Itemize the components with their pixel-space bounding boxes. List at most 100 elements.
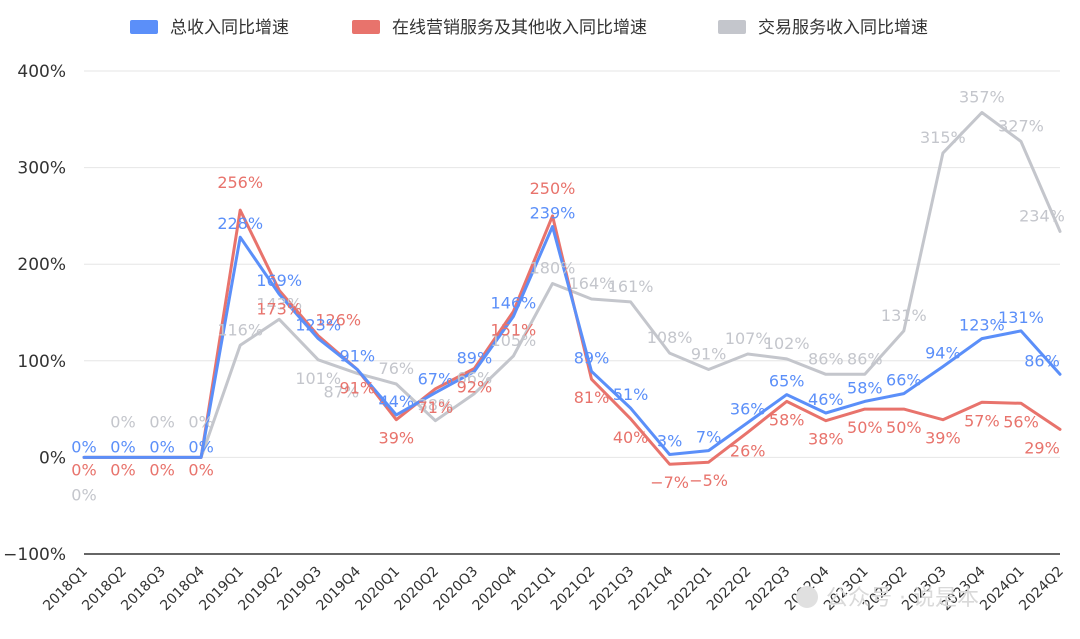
legend-swatch xyxy=(130,20,158,34)
data-label: 0% xyxy=(71,485,96,504)
data-label: 126% xyxy=(315,311,361,330)
data-label: 327% xyxy=(998,117,1044,136)
data-label: 0% xyxy=(71,437,96,456)
data-label: 256% xyxy=(217,173,263,192)
legend-swatch xyxy=(352,20,380,34)
data-label: 38% xyxy=(808,430,844,449)
data-label: 108% xyxy=(647,328,693,347)
data-label: −7% xyxy=(650,473,689,492)
data-label: 50% xyxy=(847,418,883,437)
y-tick-label: 100% xyxy=(17,352,66,372)
watermark: 公众号 · 说是本 xyxy=(796,586,979,611)
data-label: 0% xyxy=(110,437,135,456)
y-tick-label: 300% xyxy=(17,159,66,179)
data-label: 58% xyxy=(847,378,883,397)
grid-lines xyxy=(84,70,1060,555)
series-line xyxy=(82,225,1062,459)
data-label: 92% xyxy=(457,378,493,397)
data-label: 105% xyxy=(491,331,537,350)
data-label: 44% xyxy=(379,392,415,411)
data-label: 169% xyxy=(256,271,302,290)
data-label: 0% xyxy=(188,437,213,456)
data-label: 76% xyxy=(379,359,415,378)
data-label: 66% xyxy=(886,371,922,390)
data-label: 123% xyxy=(295,316,341,335)
data-label: −5% xyxy=(689,471,728,490)
data-label: 50% xyxy=(886,418,922,437)
data-label: 86% xyxy=(1024,351,1060,370)
data-label: 91% xyxy=(691,345,727,364)
data-label: 81% xyxy=(574,388,610,407)
data-label: 101% xyxy=(295,369,341,388)
data-label: 0% xyxy=(188,412,213,431)
data-label: 0% xyxy=(71,460,96,479)
data-label: 0% xyxy=(110,460,135,479)
legend-swatch xyxy=(718,20,746,34)
data-label: 180% xyxy=(530,259,576,278)
data-label: 0% xyxy=(149,412,174,431)
data-label: 86% xyxy=(847,349,883,368)
data-label: 228% xyxy=(217,214,263,233)
data-label: 143% xyxy=(256,294,302,313)
data-label: 58% xyxy=(769,410,805,429)
series-lines xyxy=(82,111,1062,466)
data-label: 91% xyxy=(340,347,376,366)
data-label: 57% xyxy=(964,411,1000,430)
data-label: 0% xyxy=(188,460,213,479)
data-label: 56% xyxy=(1003,412,1039,431)
data-label: 357% xyxy=(959,88,1005,107)
data-label: 7% xyxy=(696,428,721,447)
data-label: 89% xyxy=(574,348,610,367)
data-label: 38% xyxy=(418,396,454,415)
data-label: 161% xyxy=(608,277,654,296)
data-label: 0% xyxy=(149,460,174,479)
y-tick-label: −100% xyxy=(3,545,66,565)
legend-label: 在线营销服务及其他收入同比增速 xyxy=(392,18,647,38)
data-label: 123% xyxy=(959,316,1005,335)
y-axis: −100% 0% 100% 200% 300% 400% xyxy=(3,62,66,565)
data-label: 131% xyxy=(881,306,927,325)
legend: 总收入同比增速 在线营销服务及其他收入同比增速 交易服务收入同比增速 xyxy=(130,18,928,38)
data-label: 86% xyxy=(808,349,844,368)
data-label: 39% xyxy=(379,429,415,448)
data-label: 29% xyxy=(1024,438,1060,457)
data-label: 65% xyxy=(769,372,805,391)
data-label: 315% xyxy=(920,128,966,147)
data-label: 89% xyxy=(457,348,493,367)
data-label: 94% xyxy=(925,344,961,363)
data-label: 36% xyxy=(730,400,766,419)
data-label: 67% xyxy=(418,370,454,389)
data-label: 146% xyxy=(491,293,537,312)
data-label: 131% xyxy=(998,308,1044,327)
data-label: 151% xyxy=(491,321,537,340)
data-label: 3% xyxy=(657,432,682,451)
data-label: 250% xyxy=(530,179,576,198)
y-tick-label: 200% xyxy=(17,255,66,275)
data-label: 40% xyxy=(613,428,649,447)
data-label: 239% xyxy=(530,204,576,223)
data-label: 116% xyxy=(217,320,263,339)
legend-label: 交易服务收入同比增速 xyxy=(758,18,928,38)
data-label: 102% xyxy=(764,334,810,353)
data-label: 71% xyxy=(418,398,454,417)
y-tick-label: 400% xyxy=(17,62,66,82)
data-label: 0% xyxy=(149,437,174,456)
data-label: 46% xyxy=(808,390,844,409)
y-tick-label: 0% xyxy=(39,448,66,468)
data-label: 107% xyxy=(725,329,771,348)
data-label: 91% xyxy=(340,379,376,398)
data-label: 0% xyxy=(110,412,135,431)
legend-label: 总收入同比增速 xyxy=(170,18,289,38)
wechat-icon xyxy=(796,586,818,608)
data-label: 234% xyxy=(1019,206,1065,225)
data-label: 26% xyxy=(730,441,766,460)
data-label: 87% xyxy=(324,382,360,401)
data-label: 51% xyxy=(613,385,649,404)
data-label: 66% xyxy=(457,369,493,388)
watermark-text: 公众号 · 说是本 xyxy=(826,586,979,611)
data-label: 39% xyxy=(925,429,961,448)
data-label: 173% xyxy=(256,299,302,318)
data-label: 164% xyxy=(569,274,615,293)
data-labels: 0%0% 0% 0%116%143%101%87%76%38%66%105%180%… xyxy=(71,88,1065,505)
